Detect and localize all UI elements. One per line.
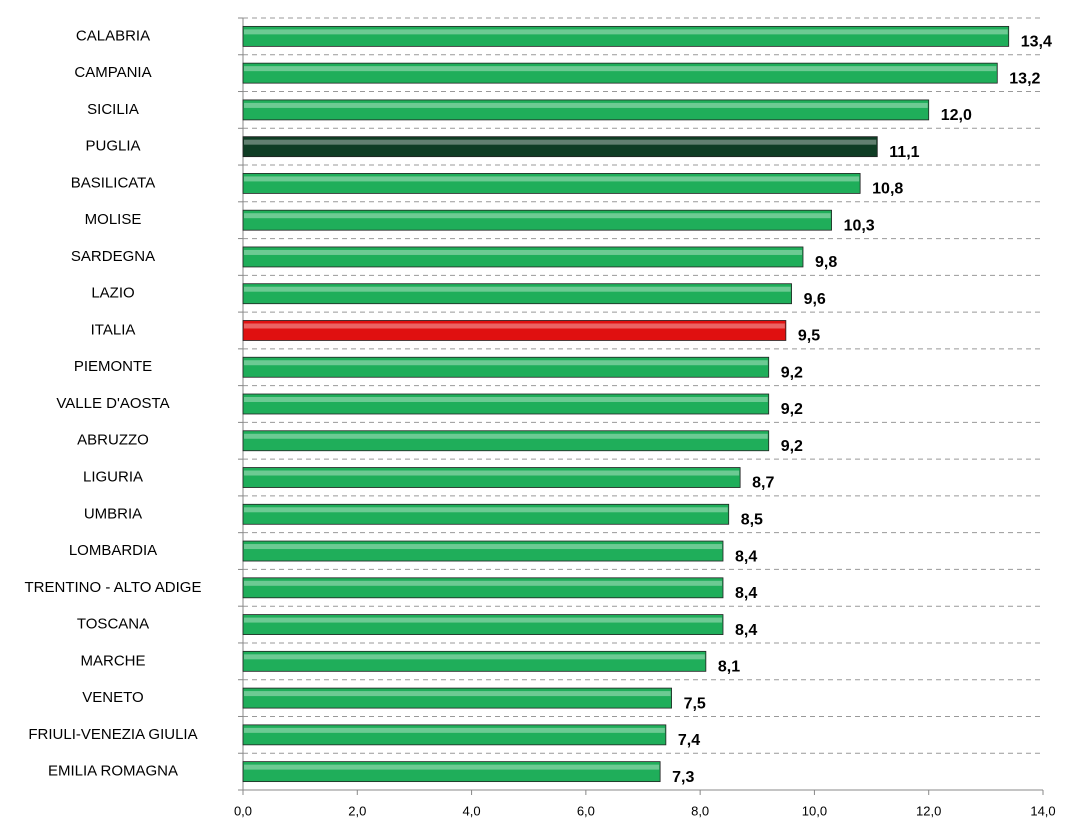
bar-highlight [244, 323, 785, 329]
bar [242, 25, 1010, 47]
bar-highlight [244, 397, 768, 402]
value-label: 11,1 [889, 144, 919, 161]
bar [242, 173, 861, 194]
bar-highlight [244, 544, 722, 550]
bar-highlight [244, 176, 860, 182]
value-label: 13,2 [1009, 70, 1040, 87]
bar-highlight [244, 29, 1008, 35]
y-tick-label: BASILICATA [71, 174, 155, 191]
y-tick-label: PUGLIA [85, 138, 140, 155]
value-label: 7,5 [684, 695, 706, 712]
y-tick-label: VALLE D'AOSTA [56, 395, 169, 412]
bar [242, 467, 741, 488]
value-label: 10,3 [844, 217, 875, 234]
y-tick-label: TRENTINO - ALTO ADIGE [25, 579, 202, 596]
value-label: 8,4 [735, 622, 757, 639]
bar [242, 209, 832, 231]
value-label: 8,5 [741, 512, 763, 529]
bar-highlight [244, 360, 768, 366]
bar [242, 320, 787, 341]
bar [242, 356, 770, 378]
x-tick-label: 0,0 [234, 803, 252, 818]
bar [242, 724, 667, 746]
bar-highlight [244, 470, 740, 476]
bar-highlight [244, 213, 831, 219]
bar [242, 393, 770, 415]
bar [242, 136, 878, 158]
bar-highlight [244, 286, 791, 292]
y-tick-label: SARDEGNA [71, 248, 155, 265]
bar-highlight [244, 764, 660, 770]
y-tick-label: MOLISE [85, 211, 142, 228]
value-label: 9,2 [781, 401, 803, 418]
value-label: 7,3 [672, 769, 694, 786]
bar [242, 62, 998, 84]
y-tick-label: SICILIA [87, 101, 139, 118]
y-tick-label: VENETO [82, 689, 143, 706]
bar-highlight [244, 507, 728, 513]
bar [242, 614, 724, 635]
value-label: 9,6 [804, 291, 826, 308]
x-tick-label: 10,0 [802, 803, 827, 818]
y-tick-label: LAZIO [91, 285, 134, 302]
bar-highlight [244, 691, 671, 697]
value-label: 9,8 [815, 254, 837, 271]
bar-highlight [244, 654, 705, 660]
bar-highlight [244, 102, 928, 108]
y-tick-label: UMBRIA [84, 505, 142, 522]
bar-highlight [244, 433, 768, 439]
bar [242, 540, 724, 562]
value-label: 7,4 [678, 732, 700, 749]
bar [242, 650, 707, 672]
bar [242, 430, 770, 452]
y-tick-label: EMILIA ROMAGNA [48, 763, 178, 780]
y-tick-label: CALABRIA [76, 27, 150, 44]
bar [242, 503, 730, 525]
bar [242, 577, 724, 599]
x-tick-label: 14,0 [1030, 803, 1055, 818]
y-tick-label: LOMBARDIA [69, 542, 157, 559]
y-tick-label: LIGURIA [83, 468, 143, 485]
value-label: 13,4 [1021, 34, 1052, 51]
x-tick-label: 6,0 [577, 803, 595, 818]
bar-highlight [244, 249, 802, 255]
bar [242, 761, 661, 783]
bar-highlight [244, 727, 665, 733]
x-tick-label: 2,0 [348, 803, 366, 818]
x-tick-label: 8,0 [691, 803, 709, 818]
y-tick-label: FRIULI-VENEZIA GIULIA [28, 726, 197, 743]
x-tick-label: 12,0 [916, 803, 941, 818]
bar [242, 246, 804, 268]
value-label: 9,2 [781, 438, 803, 455]
x-tick-label: 4,0 [463, 803, 481, 818]
bar [242, 687, 672, 709]
value-label: 8,1 [718, 659, 740, 676]
bar [242, 99, 930, 121]
bar-highlight [244, 66, 997, 72]
y-tick-label: CAMPANIA [74, 64, 151, 81]
value-label: 8,4 [735, 548, 757, 565]
value-label: 9,2 [781, 364, 803, 381]
value-label: 8,7 [752, 475, 774, 492]
y-tick-label: PIEMONTE [74, 358, 152, 375]
y-tick-label: ITALIA [91, 321, 136, 338]
bar-highlight [244, 580, 722, 586]
value-label: 8,4 [735, 585, 757, 602]
y-tick-label: MARCHE [80, 652, 145, 669]
value-label: 12,0 [941, 107, 972, 124]
bar-highlight [244, 617, 722, 623]
bar [242, 283, 792, 305]
value-label: 9,5 [798, 328, 820, 345]
y-tick-label: ABRUZZO [77, 432, 149, 449]
value-label: 10,8 [872, 181, 903, 198]
bar-highlight [244, 139, 877, 145]
y-tick-label: TOSCANA [77, 616, 149, 633]
